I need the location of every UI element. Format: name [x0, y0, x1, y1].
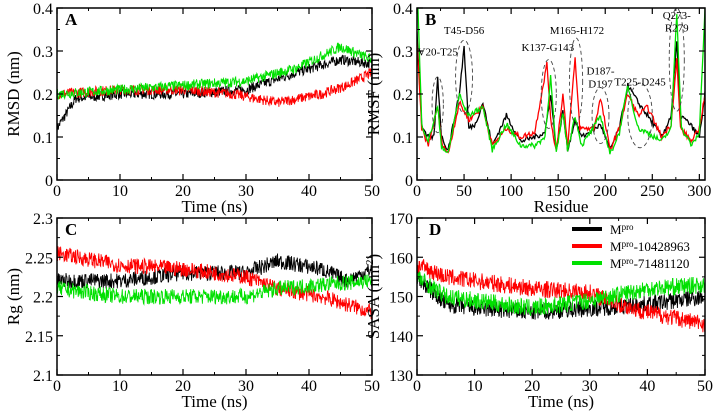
- annotation-ellipse: [455, 39, 473, 114]
- x-tick-label: 30: [238, 378, 254, 395]
- y-axis-label: RMSD (nm): [4, 51, 23, 136]
- annotation-label: K137-G143: [522, 42, 575, 54]
- x-tick-label: 50: [697, 378, 713, 395]
- y-tick-label: 2.25: [25, 250, 53, 267]
- y-tick-label: 0.2: [33, 87, 53, 104]
- y-tick-label: 2.3: [33, 211, 53, 228]
- legend-superscript: pro: [622, 256, 634, 266]
- x-tick-label: 0: [413, 378, 421, 395]
- annotation-label: Q273-: [663, 10, 691, 22]
- x-axis-label: Time (ns): [528, 392, 594, 411]
- x-tick-label: 50: [364, 183, 380, 200]
- annotation-ellipse: [569, 37, 584, 125]
- annotation-label: V20-T25: [418, 46, 459, 58]
- legend-label: Mpro-10428963: [610, 239, 690, 254]
- x-tick-label: 40: [639, 378, 655, 395]
- y-tick-label: 0.4: [393, 1, 413, 18]
- y-tick-label: 150: [389, 290, 413, 307]
- annotation-label: R279: [665, 23, 689, 35]
- x-tick-label: 40: [301, 183, 317, 200]
- panel-A: 0 10 20 30 40 50 0 0.1 0.2 0.3 0.4 Time (ns) RMSD (n…: [4, 1, 380, 216]
- x-axis-label: Time (ns): [182, 392, 248, 411]
- panel-D: 0 10 20 30 40 50 130 140 150 160 170 Time (ns) SASA …: [364, 211, 713, 411]
- series-A-2: [57, 42, 372, 101]
- x-tick-label: 10: [467, 378, 483, 395]
- legend-superscript: pro: [622, 222, 634, 232]
- legend-label: Mpro-71481120: [610, 256, 689, 271]
- y-tick-label: 2.15: [25, 329, 53, 346]
- panel-label: A: [65, 10, 78, 29]
- y-tick-label: 0.1: [393, 130, 413, 147]
- panel-label: D: [429, 220, 441, 239]
- series-B-1: [417, 40, 705, 154]
- panel-label: B: [425, 10, 436, 29]
- legend-suffix: -10428963: [634, 239, 690, 254]
- panel-label: C: [65, 220, 77, 239]
- x-tick-label: 50: [456, 183, 472, 200]
- x-tick-label: 20: [524, 378, 540, 395]
- x-tick-label: 0: [53, 183, 61, 200]
- annotation-ellipse: [627, 82, 653, 149]
- series-C-1: [57, 246, 372, 320]
- series-D-1: [417, 259, 705, 333]
- x-tick-label: 0: [413, 183, 421, 200]
- y-tick-label: 160: [389, 250, 413, 267]
- x-tick-label: 10: [112, 378, 128, 395]
- x-tick-label: 20: [175, 183, 191, 200]
- y-tick-label: 0.3: [33, 44, 53, 61]
- legend-superscript: pro: [622, 239, 634, 249]
- x-tick-label: 10: [112, 183, 128, 200]
- x-tick-label: 20: [175, 378, 191, 395]
- x-tick-label: 250: [640, 183, 664, 200]
- superscript: 2: [364, 260, 376, 266]
- y-axis-label: RMSF (nm): [364, 53, 383, 136]
- x-axis-label: Residue: [534, 197, 589, 216]
- x-tick-label: 100: [499, 183, 523, 200]
- annotation-label: D197: [588, 79, 613, 91]
- y-tick-label: 0: [405, 173, 413, 190]
- y-tick-label: 2.1: [33, 368, 53, 385]
- y-axis-label: Rg (nm): [4, 268, 23, 325]
- series-B-2: [417, 8, 705, 155]
- legend: Mpro Mpro-10428963 Mpro-71481120: [572, 222, 690, 271]
- annotation-label: T225-D245: [614, 76, 666, 88]
- annotation-label: D187-: [586, 66, 614, 78]
- y-tick-label: 0.3: [393, 44, 413, 61]
- x-tick-label: 50: [364, 378, 380, 395]
- y-axis-label: SASA (nm2): [364, 254, 383, 339]
- panel-C: 0 10 20 30 40 50 2.1 2.15 2.2 2.25 2.3 Time (ns) Rg …: [4, 211, 380, 411]
- y-tick-label: 170: [389, 211, 413, 228]
- series-D-2: [417, 271, 705, 316]
- paren: ): [364, 254, 383, 260]
- x-tick-label: 300: [687, 183, 711, 200]
- x-tick-label: 200: [593, 183, 617, 200]
- x-tick-label: 0: [53, 378, 61, 395]
- panel-B: 0 50 100 150 200 250 300 0 0.1 0.2 0.3 0.4 Residue RM…: [364, 1, 711, 216]
- x-axis-label: Time (ns): [182, 197, 248, 216]
- y-tick-label: 0.4: [33, 1, 53, 18]
- annotation-label: M165-H172: [550, 25, 604, 37]
- series-C-2: [57, 274, 372, 306]
- legend-suffix: -71481120: [634, 256, 690, 271]
- x-tick-label: 30: [582, 378, 598, 395]
- annotation-ellipse: [540, 59, 557, 129]
- x-tick-label: 150: [546, 183, 570, 200]
- y-tick-label: 140: [389, 329, 413, 346]
- y-tick-label: 130: [389, 368, 413, 385]
- y-tick-label: 0.1: [33, 130, 53, 147]
- x-tick-label: 30: [238, 183, 254, 200]
- annotation-ellipse: [668, 7, 685, 112]
- y-tick-label: 0: [45, 173, 53, 190]
- legend-label: Mpro: [610, 222, 634, 237]
- annotation-ellipse: [591, 87, 610, 144]
- y-tick-label: 2.2: [33, 290, 53, 307]
- annotation-ellipse: [431, 76, 444, 134]
- x-tick-label: 40: [301, 378, 317, 395]
- y-tick-label: 0.2: [393, 87, 413, 104]
- annotation-label: T45-D56: [444, 25, 485, 37]
